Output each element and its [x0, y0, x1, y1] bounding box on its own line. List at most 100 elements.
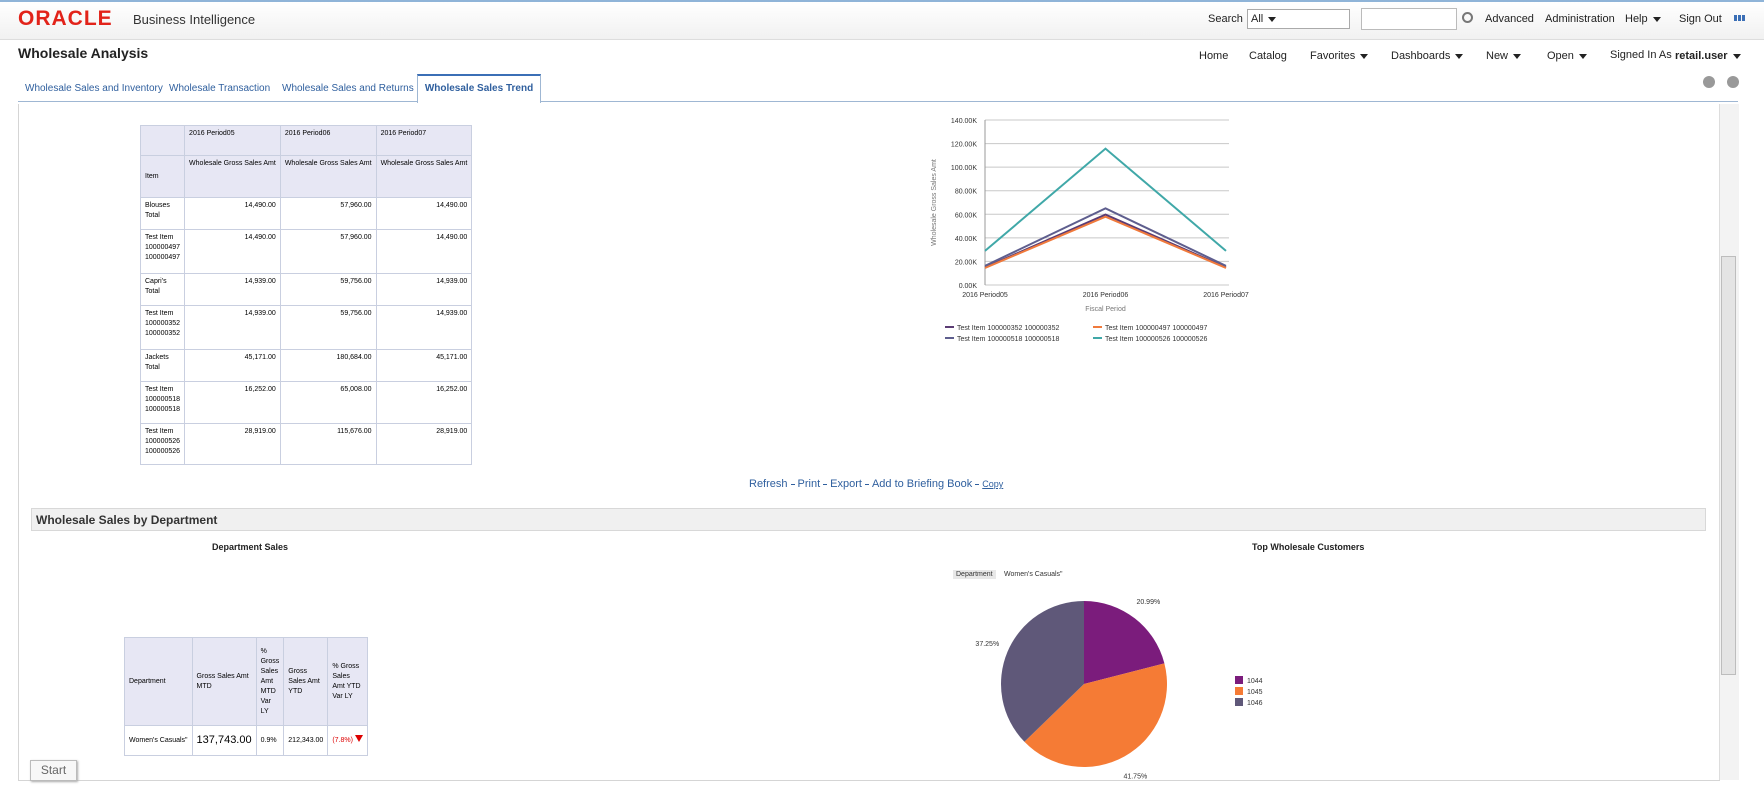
cell: 180,684.00 [279, 349, 377, 382]
period-header: 2016 Period07 [375, 125, 473, 156]
nav-link[interactable]: Favorites [1310, 50, 1368, 62]
column-header: % Gross Sales Amt MTD Var LY [255, 637, 285, 726]
cell: 14,490.00 [375, 229, 473, 274]
y-tick-label: 40.00K [955, 236, 978, 243]
legend-label: 1045 [1247, 689, 1263, 696]
cell-text: (7.8%) [332, 737, 353, 744]
action-link[interactable]: Export [830, 478, 862, 490]
row-label: Test Item 100000526 100000526 [139, 423, 186, 465]
legend-label: Test Item 100000526 100000526 [1105, 336, 1207, 343]
row-label: Test Item 100000352 100000352 [139, 305, 186, 350]
row-label: Test Item 100000497 100000497 [139, 229, 186, 274]
data-row: Test Item 100000518 100000518 16,252.00 65… [139, 381, 473, 424]
row-label: Test Item 100000518 100000518 [139, 381, 186, 424]
tab-baseline [18, 101, 1738, 102]
legend-swatch [1235, 676, 1243, 684]
measure-header: Wholesale Gross Sales Amt [184, 155, 281, 198]
column-header: Department [124, 637, 193, 726]
period-header: 2016 Period05 [184, 125, 281, 156]
data-row: Women's Casuals" 137,743.00 0.9% 212,343.00… [124, 725, 368, 756]
row-label: Blouses Total [139, 197, 186, 230]
view-title: Department Sales [212, 542, 289, 552]
y-tick-label: 20.00K [955, 259, 978, 266]
x-tick-label: 2016 Period05 [962, 292, 1008, 299]
header-row: 2016 Period05 2016 Period06 2016 Period07 [139, 125, 473, 156]
header-link[interactable]: Advanced [1485, 13, 1534, 25]
series-line [984, 215, 1227, 269]
department-table: Department Gross Sales Amt MTD% Gross Sal… [124, 637, 368, 756]
y-tick-label: 120.00K [951, 142, 977, 149]
section-title: Wholesale Sales by Department [36, 513, 218, 527]
tab[interactable]: Wholesale Sales and Inventory [25, 83, 163, 94]
cell-text: Women's Casuals" [129, 736, 188, 744]
header-link[interactable]: Sign Out [1679, 13, 1722, 25]
separator [790, 483, 795, 485]
product-name: Business Intelligence [133, 12, 256, 27]
nav-link[interactable]: Home [1199, 50, 1229, 62]
cell: 14,939.00 [375, 305, 473, 350]
cell-text: 0.9% [260, 736, 277, 744]
separator [975, 483, 980, 485]
cell: 137,743.00 [191, 725, 257, 756]
header-row: Item Wholesale Gross Sales Amt Wholesale G… [139, 155, 473, 198]
search-scope[interactable]: All [1247, 9, 1350, 29]
apps-icon[interactable] [1734, 15, 1746, 21]
pivot-table: 2016 Period05 2016 Period06 2016 Period07 I… [139, 125, 473, 465]
cell: 57,960.00 [279, 197, 377, 230]
search-input[interactable] [1361, 8, 1457, 30]
action-link[interactable]: Print [797, 478, 821, 490]
column-header: % Gross Sales Amt YTD Var LY [327, 637, 368, 726]
data-row: Jackets Total 45,171.00 180,684.00 45,171.0… [139, 349, 473, 382]
help-icon[interactable] [1727, 76, 1739, 88]
nav-link[interactable]: Dashboards [1391, 50, 1463, 62]
prompt-value: Women's Casuals" [1004, 571, 1063, 578]
down-indicator [354, 735, 363, 742]
cell-text: 137,743.00 [196, 733, 252, 746]
x-axis-title: Fiscal Period [1085, 306, 1126, 313]
y-tick-label: 0.00K [959, 283, 978, 290]
cell: 16,252.00 [184, 381, 281, 424]
department-table-wrap: Department Gross Sales Amt MTD% Gross Sal… [124, 637, 368, 756]
x-tick-label: 2016 Period06 [1083, 292, 1129, 299]
pivot-table-wrap: 2016 Period05 2016 Period06 2016 Period07 I… [139, 125, 473, 465]
cell: 45,171.00 [375, 349, 473, 382]
action-link[interactable]: Refresh [749, 478, 788, 490]
start-button[interactable]: Start [30, 760, 77, 781]
pie-slice [1084, 601, 1165, 684]
cell: 28,919.00 [184, 423, 281, 465]
cell: 115,676.00 [279, 423, 377, 465]
tab[interactable]: Wholesale Transaction [169, 83, 271, 94]
scrollbar-thumb[interactable] [1721, 256, 1736, 675]
corner-cell [139, 125, 186, 156]
column-header: Gross Sales Amt YTD [283, 637, 329, 726]
user-menu[interactable]: retail.user [1675, 50, 1741, 62]
legend-label: 1044 [1247, 678, 1263, 685]
cell: 28,919.00 [375, 423, 473, 465]
nav-link[interactable]: New [1486, 50, 1521, 62]
nav-link[interactable]: Open [1547, 50, 1587, 62]
action-link[interactable]: Copy [982, 479, 1004, 489]
data-row: Blouses Total 14,490.00 57,960.00 14,490.00 [139, 197, 473, 230]
separator [823, 483, 828, 485]
settings-icon[interactable] [1703, 76, 1715, 88]
nav-link[interactable]: Catalog [1249, 50, 1287, 62]
legend-swatch [1235, 698, 1243, 706]
header-link[interactable]: Help [1625, 13, 1661, 25]
search-icon[interactable] [1462, 12, 1473, 23]
period-header: 2016 Period06 [279, 125, 377, 156]
legend-label: Test Item 100000518 100000518 [957, 336, 1059, 343]
cell: 16,252.00 [375, 381, 473, 424]
tab-active[interactable]: Wholesale Sales Trend [417, 74, 541, 103]
signed-in-label: Signed In As [1610, 49, 1672, 61]
action-link[interactable]: Add to Briefing Book [871, 478, 973, 490]
view-actions: Refresh Print Export Add to Briefing Book Co… [749, 478, 1003, 490]
cell: 14,939.00 [184, 305, 281, 350]
tab[interactable]: Wholesale Sales and Returns [282, 83, 414, 94]
legend-label: 1046 [1247, 700, 1263, 707]
data-row: Test Item 100000526 100000526 28,919.00 11… [139, 423, 473, 465]
view-title: Top Wholesale Customers [1252, 542, 1365, 552]
measure-header: Wholesale Gross Sales Amt [375, 155, 473, 198]
cell: 0.9% [255, 725, 285, 756]
header-link[interactable]: Administration [1545, 13, 1615, 25]
